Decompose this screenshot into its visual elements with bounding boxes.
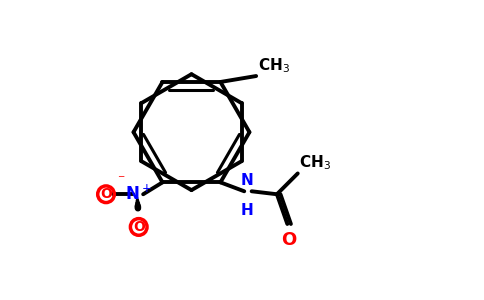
Text: CH$_3$: CH$_3$ xyxy=(257,56,289,74)
Text: O: O xyxy=(281,231,296,249)
Text: O: O xyxy=(133,220,145,234)
Text: H: H xyxy=(241,203,254,218)
Text: $^-$: $^-$ xyxy=(116,173,126,186)
Text: O: O xyxy=(100,187,112,201)
Text: N: N xyxy=(241,173,254,188)
Text: CH$_3$: CH$_3$ xyxy=(299,153,331,172)
Text: N$^+$: N$^+$ xyxy=(125,184,152,204)
